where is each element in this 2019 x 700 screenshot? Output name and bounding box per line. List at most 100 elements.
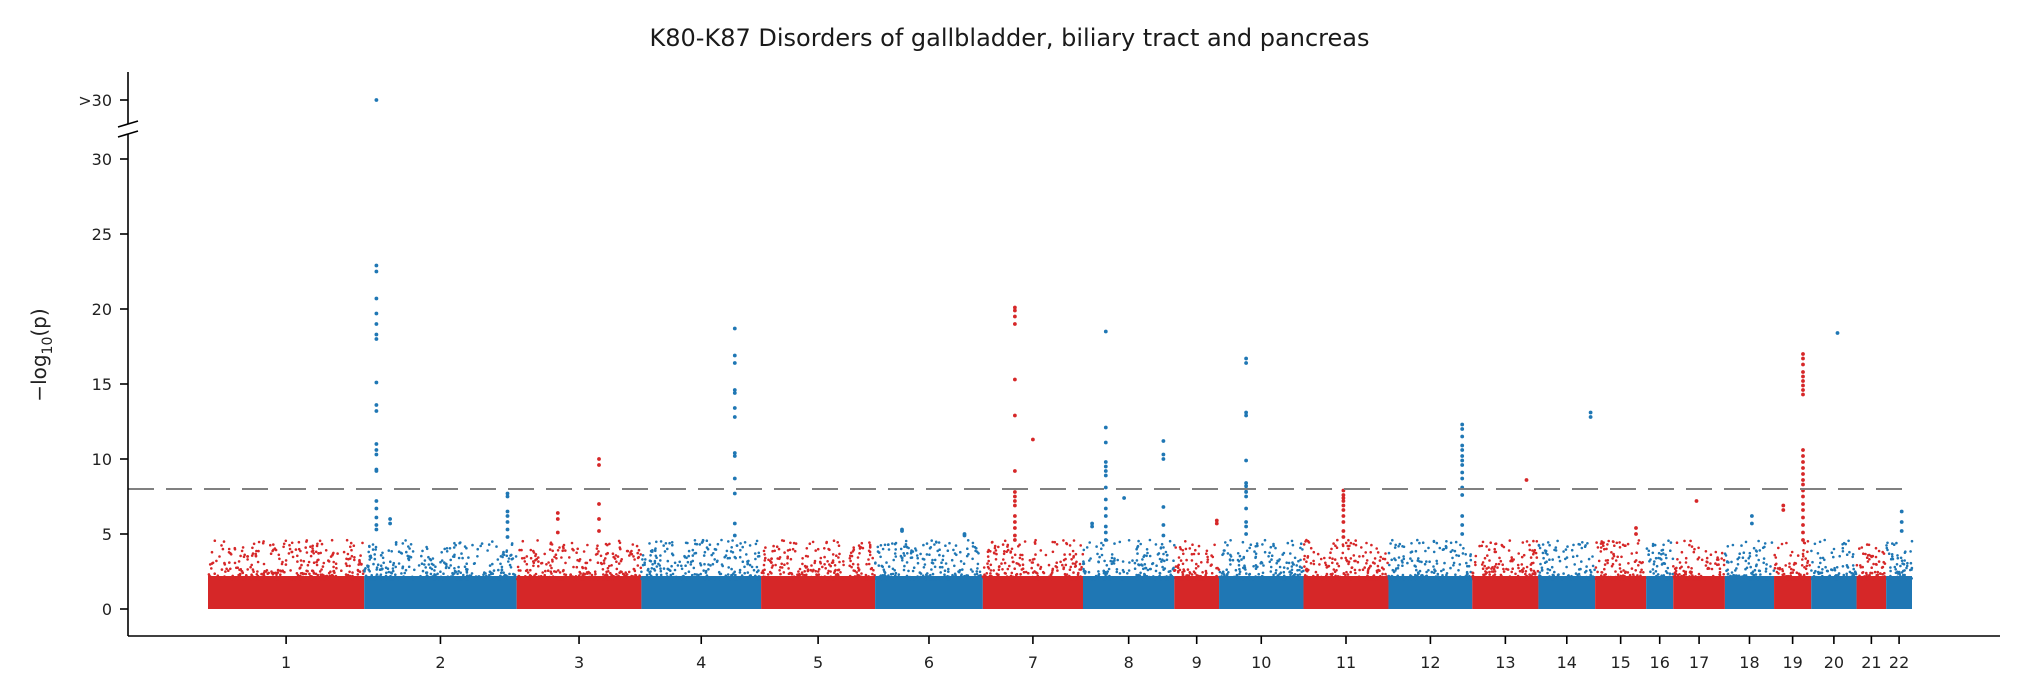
snp-point	[294, 548, 298, 551]
snp-point	[691, 548, 695, 552]
snp-point	[1423, 562, 1427, 566]
snp-point	[229, 553, 233, 556]
snp-point	[596, 544, 599, 547]
snp-point	[1851, 576, 1854, 580]
snp-point	[1878, 572, 1882, 575]
snp-point	[1341, 544, 1345, 548]
snp-point	[1397, 545, 1400, 548]
snp-point	[810, 564, 813, 567]
snp-point	[359, 554, 362, 557]
snp-point	[1880, 566, 1884, 569]
snp-point	[1162, 546, 1165, 549]
snp-point	[650, 567, 654, 570]
snp-point	[1063, 553, 1066, 556]
snp-point	[1580, 560, 1583, 563]
snp-point	[1379, 555, 1382, 559]
snp-point	[1565, 565, 1568, 569]
snp-point	[1459, 543, 1462, 547]
snp-point	[296, 560, 299, 563]
snp-point	[1803, 566, 1806, 569]
snp-point	[454, 570, 458, 574]
snp-point	[332, 560, 336, 564]
snp-point	[1688, 543, 1691, 547]
snp-point	[1218, 570, 1222, 574]
snp-point	[1212, 577, 1215, 581]
snp-point	[1414, 549, 1418, 553]
snp-point	[1733, 574, 1737, 577]
snp-point	[272, 543, 275, 546]
snp-point	[398, 576, 402, 579]
snp-point	[505, 554, 509, 558]
snp-point	[1594, 577, 1598, 580]
snp-point	[1764, 567, 1768, 571]
peak-point-chr-2	[374, 269, 379, 274]
snp-point	[904, 543, 908, 546]
x-tick-label-chr-21: 21	[1861, 653, 1881, 672]
snp-point	[318, 539, 322, 543]
snp-point	[669, 573, 673, 577]
snp-point	[724, 554, 728, 557]
snp-point	[1894, 571, 1898, 575]
snp-point	[871, 556, 874, 560]
snp-point	[1201, 571, 1204, 574]
snp-point	[753, 552, 757, 555]
snp-point	[628, 554, 631, 557]
peak-point-chr-8	[1103, 506, 1108, 511]
snp-point	[1502, 577, 1506, 581]
snp-point	[730, 546, 733, 549]
snp-point	[1640, 568, 1643, 572]
peak-point-chr-19	[1801, 523, 1805, 527]
snp-point	[345, 538, 349, 542]
x-tick-label-chr-19: 19	[1782, 653, 1802, 672]
snp-point	[1768, 572, 1772, 576]
snp-point	[421, 569, 425, 573]
snp-point	[881, 547, 885, 551]
snp-point	[1810, 577, 1814, 581]
snp-point	[1192, 552, 1196, 556]
peak-point-chr-8	[1103, 440, 1108, 445]
snp-point	[1015, 576, 1018, 580]
snp-point	[725, 549, 729, 553]
snp-point	[354, 576, 357, 579]
snp-point	[1674, 573, 1677, 577]
snp-point	[906, 552, 909, 555]
snp-point	[976, 567, 979, 570]
chromosome-points-13	[1471, 539, 1540, 609]
peak-point-chr-9	[1214, 518, 1219, 523]
snp-point	[526, 571, 530, 574]
snp-point	[1002, 558, 1005, 561]
snp-point	[1615, 541, 1619, 545]
snp-point	[634, 573, 637, 577]
snp-point	[1288, 570, 1292, 573]
snp-point	[569, 576, 572, 579]
snp-point	[985, 577, 989, 581]
snp-point	[748, 544, 752, 547]
snp-point	[420, 554, 423, 558]
snp-point	[1860, 546, 1864, 549]
peak-point-chr-2	[505, 520, 510, 524]
snp-point	[989, 572, 992, 575]
snp-point	[1765, 577, 1768, 580]
snp-point	[1034, 571, 1038, 574]
snp-point	[1225, 568, 1228, 571]
snp-point	[238, 577, 241, 580]
snp-point	[1194, 577, 1198, 581]
snp-point	[1905, 577, 1908, 581]
snp-point	[1122, 570, 1126, 574]
chromosome-points-8	[1082, 538, 1176, 609]
snp-point	[1210, 571, 1214, 575]
snp-point	[1581, 541, 1584, 544]
snp-point	[1895, 541, 1898, 545]
snp-point	[1557, 555, 1561, 559]
snp-point	[218, 555, 221, 558]
snp-point	[1302, 558, 1306, 561]
snp-point	[1387, 574, 1391, 578]
snp-point	[1738, 552, 1741, 555]
snp-point	[1366, 571, 1370, 575]
snp-point	[1133, 567, 1137, 570]
x-tick-label-chr-20: 20	[1824, 653, 1844, 672]
snp-point	[1478, 577, 1481, 581]
snp-point	[905, 574, 909, 578]
snp-point	[353, 556, 356, 559]
peak-point-chr-2	[374, 403, 379, 407]
